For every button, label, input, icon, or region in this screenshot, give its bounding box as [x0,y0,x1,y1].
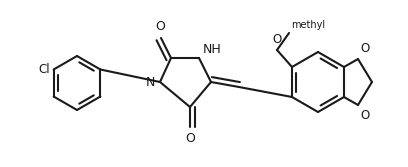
Text: N: N [146,75,155,89]
Text: O: O [273,33,282,46]
Text: Cl: Cl [38,63,50,76]
Text: O: O [360,109,369,122]
Text: methyl: methyl [291,20,325,30]
Text: O: O [155,20,165,33]
Text: O: O [185,132,195,145]
Text: NH: NH [203,43,222,56]
Text: O: O [360,42,369,55]
